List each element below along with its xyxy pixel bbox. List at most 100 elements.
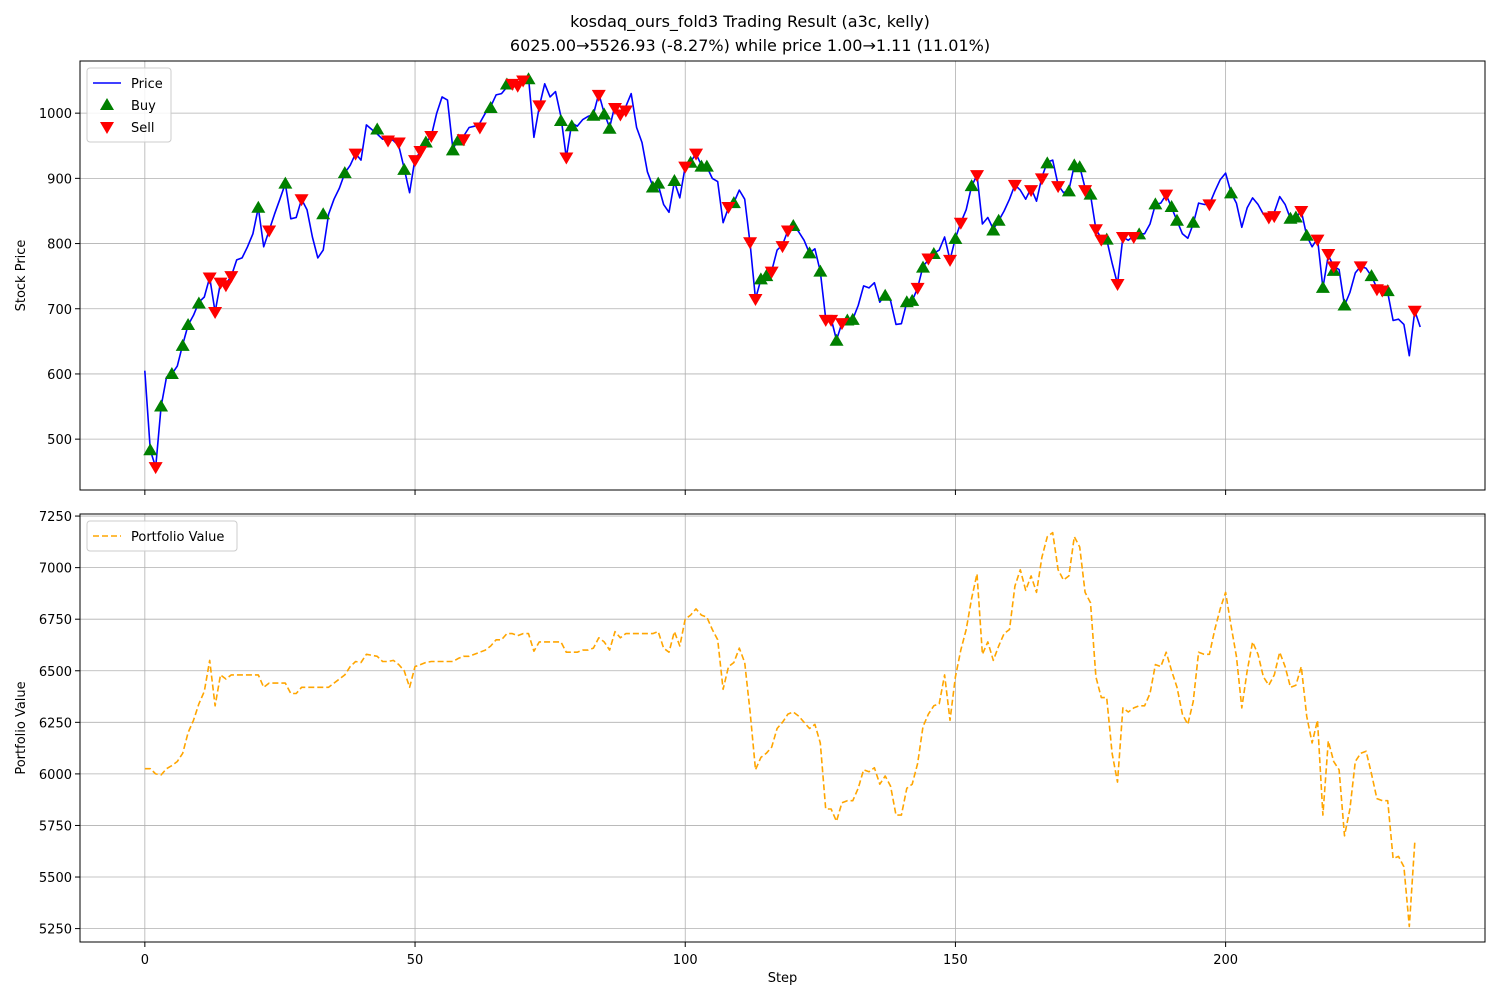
- legend-label: Buy: [131, 99, 156, 114]
- buy-marker: [316, 207, 331, 220]
- sell-marker: [678, 161, 693, 174]
- buy-marker: [483, 100, 498, 113]
- sell-marker: [348, 148, 363, 161]
- chart-subtitle: 6025.00→5526.93 (-8.27%) while price 1.0…: [509, 36, 991, 55]
- sell-marker: [1126, 232, 1141, 245]
- sell-marker: [921, 253, 936, 266]
- sell-marker: [218, 280, 233, 293]
- sell-marker: [408, 155, 423, 168]
- buy-marker: [1299, 228, 1314, 241]
- buy-marker: [1186, 215, 1201, 228]
- legend-box: [86, 520, 238, 552]
- buy-marker: [813, 264, 828, 277]
- sell-marker: [208, 307, 223, 320]
- legend-label: Price: [131, 77, 163, 92]
- buy-marker: [1040, 156, 1055, 169]
- sell-marker: [559, 152, 574, 165]
- legend-label: Sell: [131, 121, 154, 136]
- sell-marker: [1326, 261, 1341, 274]
- sell-marker: [202, 272, 217, 285]
- buy-marker: [1148, 197, 1163, 210]
- y-tick-label: 6250: [39, 716, 72, 731]
- sell-marker: [748, 293, 763, 306]
- y-tick-label: 6500: [39, 665, 72, 680]
- sell-marker: [721, 202, 736, 215]
- buy-marker: [418, 135, 433, 148]
- sell-marker: [224, 271, 239, 284]
- sell-marker: [456, 134, 471, 147]
- buy-marker: [564, 119, 579, 132]
- buy-marker: [651, 176, 666, 189]
- buy-marker: [964, 179, 979, 192]
- sell-marker: [1294, 205, 1309, 218]
- buy-marker: [759, 269, 774, 282]
- buy-marker: [1364, 269, 1379, 282]
- buy-marker: [948, 231, 963, 244]
- buy-marker: [445, 143, 460, 156]
- buy-marker: [1083, 187, 1098, 200]
- sell-marker: [953, 217, 968, 230]
- legend-swatch-buy: [100, 98, 114, 110]
- y-tick-label: 5750: [39, 819, 72, 834]
- x-tick-label: 200: [1213, 953, 1238, 968]
- sell-marker: [618, 105, 633, 118]
- portfolio-panel: 5250 5500 5750 6000 6250 6500 6750 7000 7250 0 50 1…: [14, 510, 1486, 986]
- buy-marker: [916, 260, 930, 273]
- sell-marker: [943, 254, 958, 267]
- sell-marker: [743, 237, 758, 250]
- sell-marker: [1007, 179, 1022, 192]
- buy-marker: [1169, 213, 1184, 226]
- buy-marker: [251, 200, 266, 213]
- buy-marker: [597, 107, 612, 120]
- sell-marker: [834, 318, 849, 331]
- price-panel: 500 600 700 800 900 1000 Stock Price Price Buy Se…: [14, 60, 1486, 495]
- buy-marker: [1061, 184, 1076, 197]
- buy-marker: [1224, 186, 1239, 199]
- sell-marker: [1375, 285, 1390, 298]
- buy-marker: [397, 162, 412, 175]
- y-axis-label: Portfolio Value: [14, 681, 29, 774]
- sell-marker: [780, 225, 795, 238]
- sell-marker: [413, 145, 428, 158]
- sell-marker: [1321, 248, 1336, 261]
- buy-marker: [845, 312, 860, 325]
- sell-marker: [381, 135, 396, 148]
- sell-marker: [532, 100, 547, 113]
- y-tick-label: 900: [47, 172, 72, 187]
- x-axis-label: Step: [768, 971, 798, 986]
- sell-marker: [424, 130, 439, 143]
- legend-swatch-sell: [100, 122, 114, 134]
- sell-marker: [262, 225, 277, 238]
- sell-marker: [910, 282, 925, 295]
- sell-marker: [391, 137, 406, 150]
- buy-marker: [802, 246, 817, 259]
- sell-marker: [775, 241, 790, 254]
- buy-marker: [586, 108, 601, 121]
- buy-marker: [553, 113, 568, 126]
- y-axis-label: Stock Price: [14, 240, 29, 312]
- price-line: [144, 76, 1421, 468]
- sell-marker: [1110, 278, 1125, 291]
- buy-marker: [1164, 200, 1179, 213]
- x-tick-label: 150: [943, 953, 968, 968]
- y-tick-label: 6750: [39, 613, 72, 628]
- y-tick-label: 500: [47, 433, 72, 448]
- buy-marker: [667, 173, 682, 186]
- x-tick-label: 100: [673, 953, 698, 968]
- sell-marker: [1078, 185, 1093, 198]
- sell-marker: [1202, 199, 1217, 212]
- buy-marker: [986, 223, 1001, 236]
- y-tick-label: 5250: [39, 923, 72, 938]
- buy-marker: [370, 122, 385, 135]
- buy-marker: [1315, 280, 1330, 293]
- legend-label: Portfolio Value: [131, 530, 224, 545]
- buy-marker: [143, 443, 158, 456]
- y-tick-label: 800: [47, 238, 72, 253]
- y-tick-label: 7250: [39, 510, 72, 525]
- buy-marker: [154, 399, 169, 412]
- buy-marker: [164, 366, 179, 379]
- buy-marker: [753, 272, 768, 285]
- buy-marker: [699, 159, 714, 172]
- sell-marker: [1094, 234, 1109, 247]
- sell-marker: [1115, 232, 1130, 245]
